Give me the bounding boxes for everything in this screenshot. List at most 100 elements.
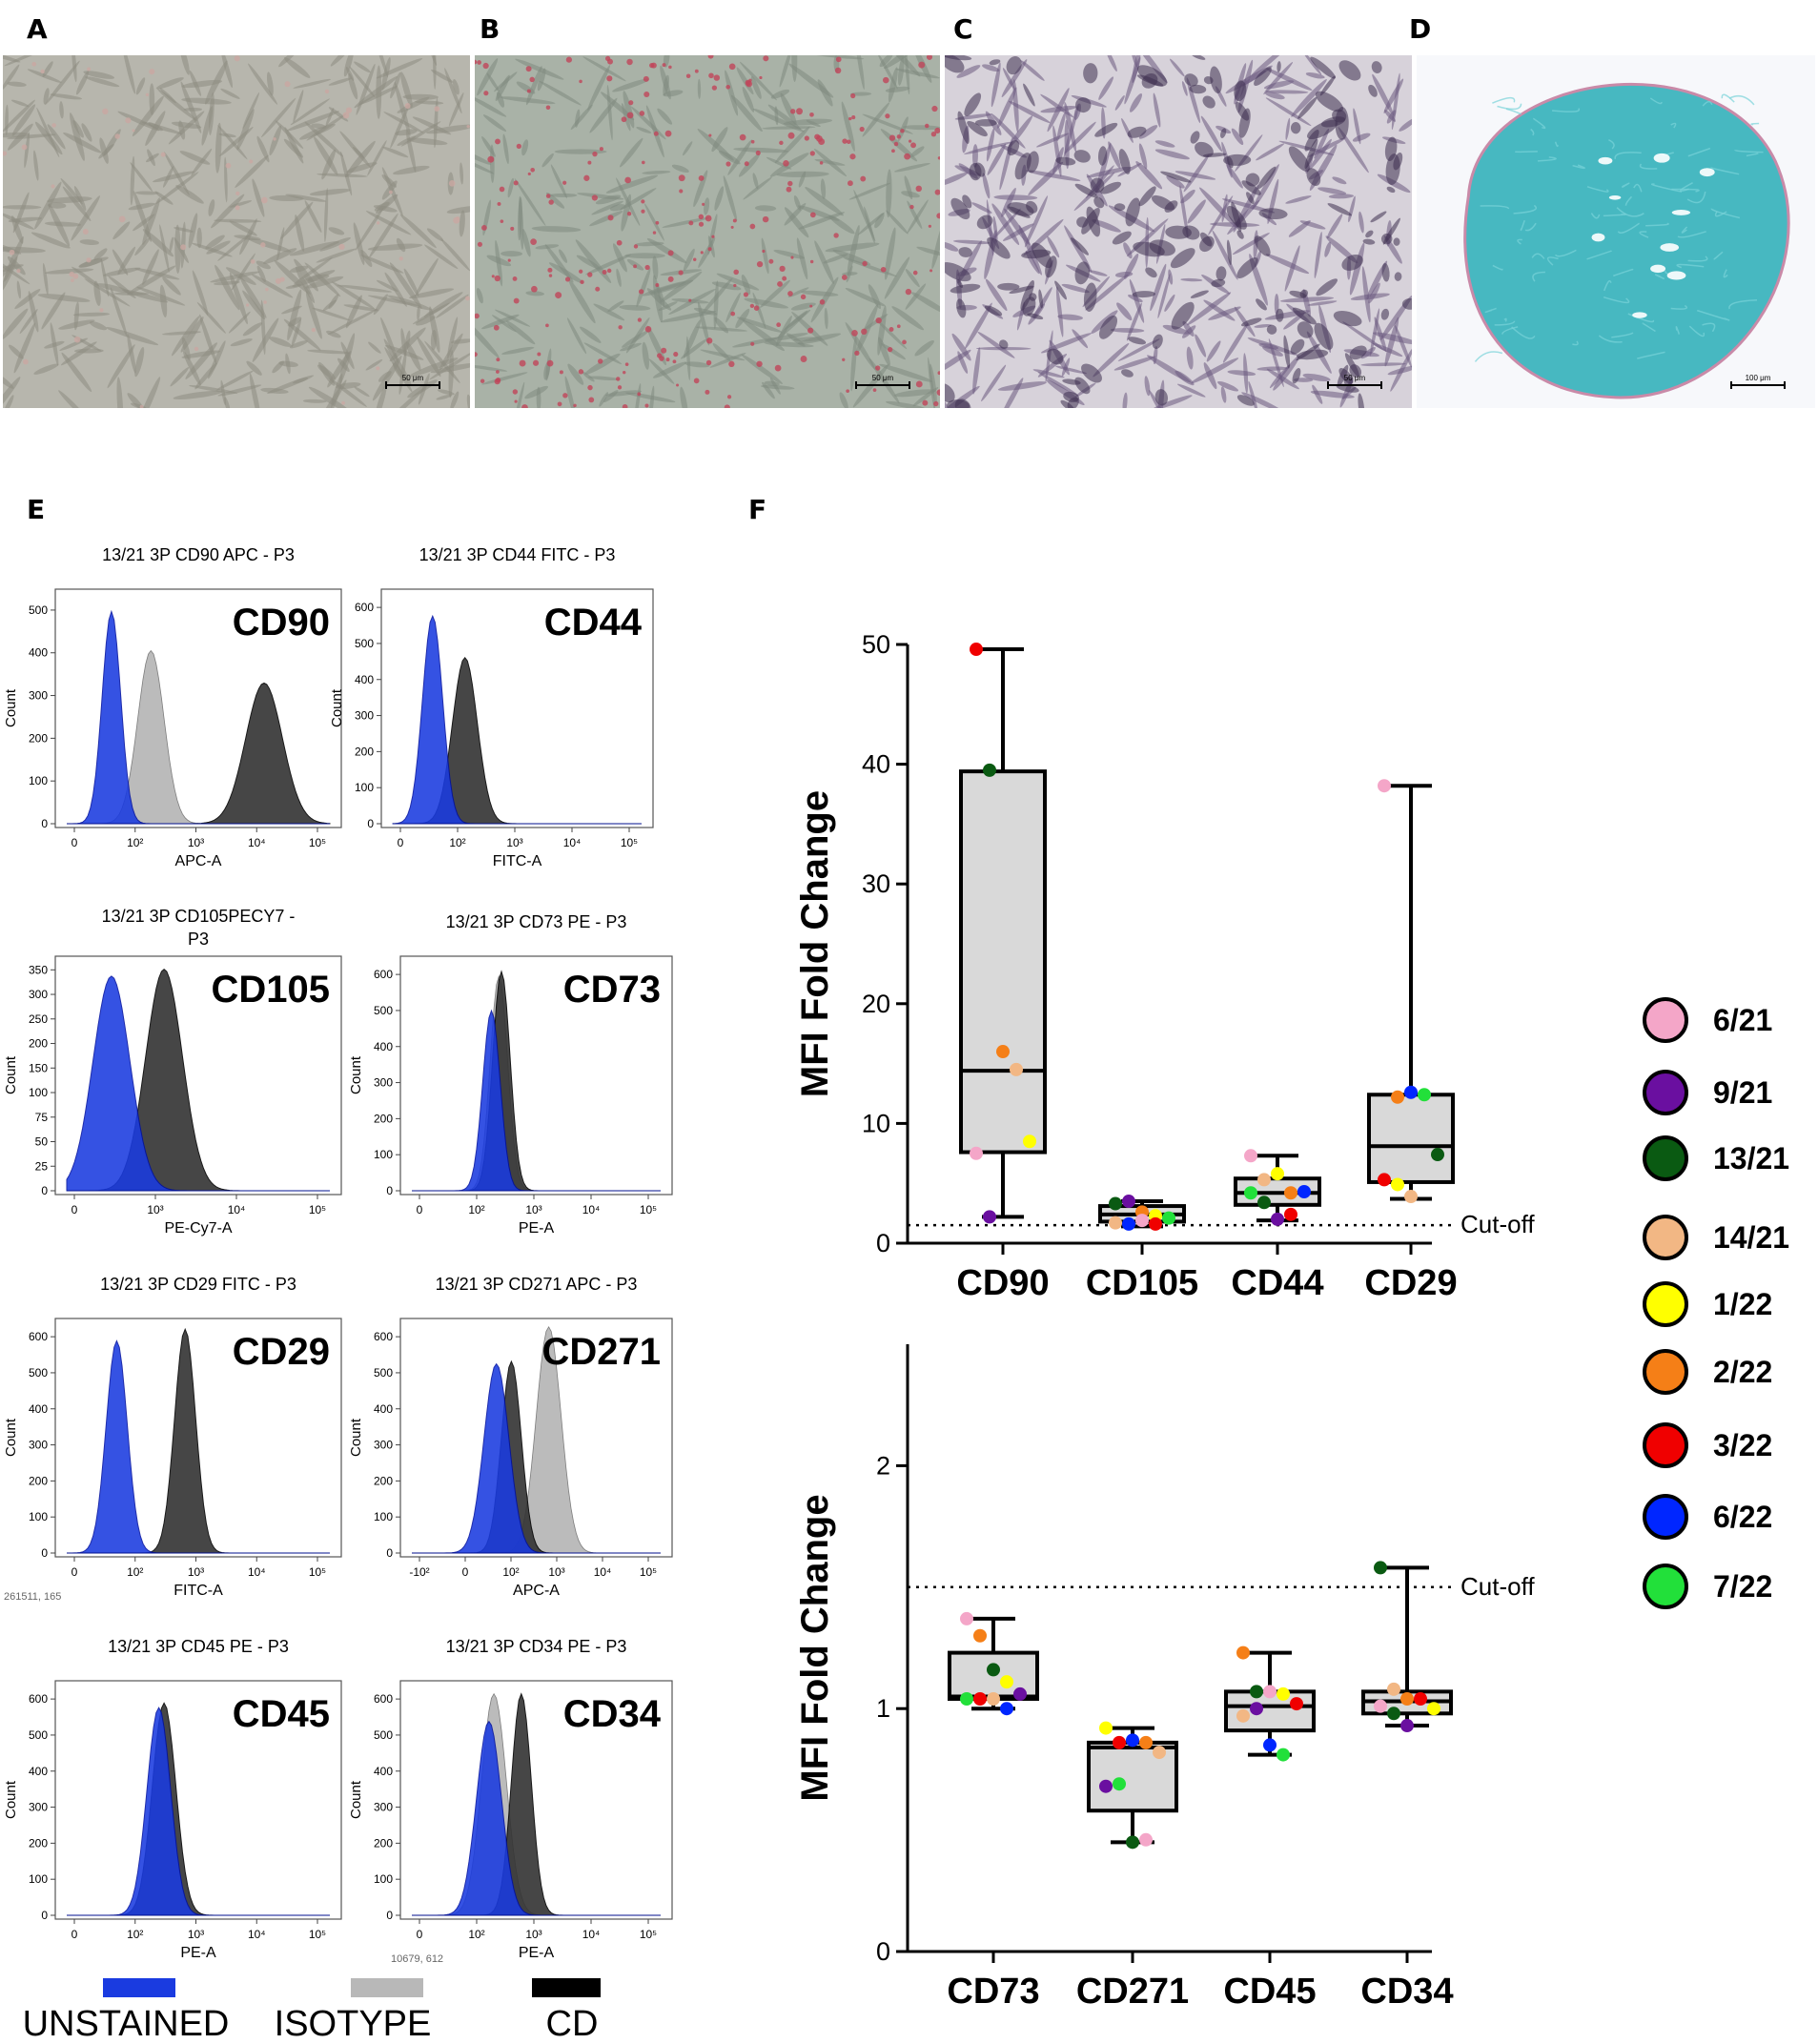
histogram-cd34: 13/21 3P CD34 PE - P3 CD34 0 100 200 300 400 50… <box>348 1637 673 1961</box>
x-tick-label: 10⁴ <box>582 1928 601 1941</box>
scale-bar-label: 50 μm <box>872 374 894 382</box>
y-tick-label: 300 <box>29 988 48 1001</box>
panel-label-e: E <box>27 494 46 525</box>
data-point <box>1126 1733 1139 1748</box>
y-axis-label: Count <box>348 1055 364 1094</box>
box-plot-2: 0 1 2 MFI Fold Change Cut-off CD73 CD271 CD45 CD… <box>794 1344 1535 2012</box>
y-axis-label: Count <box>3 1780 19 1819</box>
unstained-peak <box>412 1362 661 1554</box>
y-tick-label: 0 <box>41 1909 48 1922</box>
y-tick-label: 500 <box>355 637 374 650</box>
legend-label: UNSTAINED <box>23 2004 230 2044</box>
y-tick-label: 400 <box>355 673 374 686</box>
y-tick-label: 1 <box>876 1694 890 1723</box>
donor-6-21: 6/21 <box>1643 997 1772 1043</box>
legend-swatch <box>532 1978 601 1997</box>
box-cd44 <box>1234 1149 1321 1226</box>
donor-9-21: 9/21 <box>1643 1070 1772 1115</box>
scale-bar-label: 50 μm <box>1344 374 1366 382</box>
histogram-title: 13/21 3P CD34 PE - P3 <box>446 1637 627 1656</box>
donor-7-22: 7/22 <box>1643 1564 1772 1609</box>
data-point <box>1400 1692 1414 1707</box>
donor-swatch <box>1643 1422 1688 1468</box>
x-tick-label: CD29 <box>1364 1263 1457 1303</box>
y-tick-label: 0 <box>367 817 374 830</box>
x-tick-label: 0 <box>398 836 404 849</box>
x-tick-label: 10² <box>468 1203 484 1216</box>
y-tick-label: 500 <box>29 603 48 617</box>
y-tick-label: 350 <box>29 963 48 976</box>
donor-swatch <box>1643 1281 1688 1327</box>
donor-swatch <box>1643 1349 1688 1395</box>
histogram-title: 13/21 3P CD105PECY7 - <box>102 907 296 926</box>
x-tick-label: 10³ <box>525 1203 541 1216</box>
data-point <box>1404 1085 1418 1099</box>
y-tick-label: 0 <box>41 1546 48 1560</box>
histogram-cd44: 13/21 3P CD44 FITC - P3 CD44 0 100 200 300 400… <box>329 545 654 869</box>
panel-label-a: A <box>27 13 48 45</box>
donor-swatch <box>1643 1215 1688 1260</box>
histogram-cd271: 13/21 3P CD271 APC - P3 CD271 0 100 200 300 40… <box>348 1275 673 1599</box>
donor-label: 6/21 <box>1713 1003 1772 1037</box>
donor-label: 1/22 <box>1713 1287 1772 1321</box>
legend-label: ISOTYPE <box>275 2004 432 2044</box>
data-point <box>1400 1719 1414 1733</box>
x-tick-label: 10³ <box>525 1928 541 1941</box>
iqr-box <box>959 769 1047 1155</box>
data-point <box>1378 1173 1391 1187</box>
x-axis-label: PE-Cy7-A <box>164 1220 232 1237</box>
y-tick-label: 300 <box>29 689 48 703</box>
panel-label-f: F <box>748 494 767 525</box>
x-tick-label: 10³ <box>548 1565 564 1579</box>
y-tick-label: 75 <box>35 1111 49 1124</box>
y-axis-label: Count <box>348 1418 364 1457</box>
histogram-cd90: 13/21 3P CD90 APC - P3 CD90 0 100 200 300 400 5… <box>3 545 342 869</box>
y-tick-label: 0 <box>876 1937 890 1966</box>
pellet-section <box>1463 82 1790 399</box>
panel-label-c: C <box>953 13 973 45</box>
unstained-peak <box>67 1707 330 1916</box>
x-tick-label: 0 <box>417 1203 423 1216</box>
data-point <box>1290 1697 1303 1711</box>
scale-bar-label: 50 μm <box>402 374 424 382</box>
data-point <box>1284 1207 1297 1221</box>
x-axis-label: FITC-A <box>174 1583 223 1599</box>
donor-label: 3/22 <box>1713 1428 1772 1462</box>
legend-unstained: UNSTAINED <box>23 1978 230 2044</box>
donor-label: 13/21 <box>1713 1141 1789 1175</box>
donor-swatch <box>1643 1135 1688 1181</box>
x-tick-label: 10⁴ <box>248 1565 266 1579</box>
y-tick-label: 100 <box>29 1086 48 1099</box>
y-tick-label: 0 <box>41 817 48 830</box>
histogram-frame <box>399 955 673 1196</box>
data-point <box>1263 1685 1277 1699</box>
y-tick-label: 25 <box>35 1159 49 1173</box>
data-point <box>983 1210 996 1224</box>
y-tick-label: 200 <box>29 1037 48 1051</box>
legend-swatch <box>351 1978 423 1997</box>
data-point <box>1391 1177 1404 1192</box>
iqr-box <box>1367 1093 1455 1184</box>
data-point <box>1250 1702 1263 1716</box>
histogram-frame <box>54 1680 342 1920</box>
y-tick-label: 400 <box>29 1402 48 1416</box>
histogram-title: 13/21 3P CD45 PE - P3 <box>108 1637 289 1656</box>
y-tick-label: 500 <box>374 1366 393 1380</box>
histogram-title: 13/21 3P CD271 APC - P3 <box>436 1275 638 1294</box>
histogram-note: 10679, 612 <box>391 1953 443 1965</box>
x-tick-label: 10² <box>127 1928 143 1941</box>
unstained-peak <box>412 1009 661 1192</box>
histogram-title: 13/21 3P CD90 APC - P3 <box>102 545 295 564</box>
histogram-title: 13/21 3P CD29 FITC - P3 <box>100 1275 296 1294</box>
data-point <box>1109 1196 1122 1211</box>
data-point <box>1431 1148 1444 1162</box>
data-point <box>1250 1685 1263 1699</box>
x-tick-label: 10⁵ <box>640 1565 657 1579</box>
y-tick-label: 300 <box>374 1076 393 1090</box>
marker-label: CD29 <box>233 1331 330 1373</box>
x-axis-label: PE-A <box>519 1220 555 1237</box>
data-point <box>1126 1835 1139 1850</box>
x-tick-label: 10³ <box>506 836 522 849</box>
x-tick-label: 10⁵ <box>309 1928 326 1941</box>
